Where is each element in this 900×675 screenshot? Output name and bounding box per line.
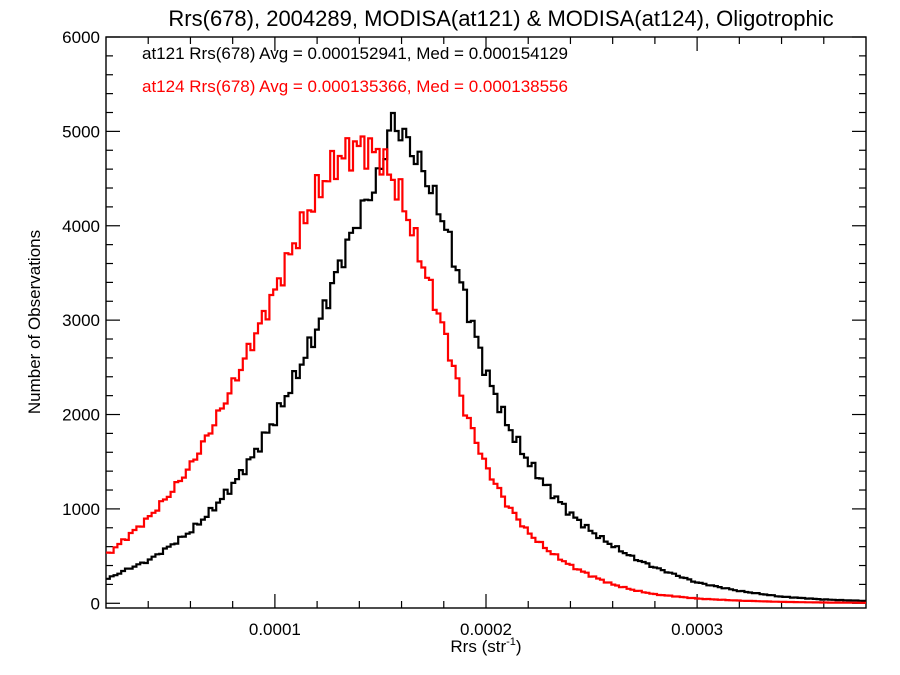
chart-title: Rrs(678), 2004289, MODISA(at121) & MODIS… bbox=[168, 6, 833, 31]
y-axis-label: Number of Observations bbox=[25, 230, 44, 414]
legend-at124-stats: at124 Rrs(678) Avg = 0.000135366, Med = … bbox=[142, 77, 568, 96]
axis-ticks: 0 1000 2000 3000 4000 5000 6000 0.0001 0.0002 0.0… bbox=[62, 28, 866, 639]
x-tick-label: 0.0001 bbox=[249, 620, 301, 639]
x-tick-label: 0.0003 bbox=[671, 620, 723, 639]
plot-frame bbox=[105, 36, 867, 609]
series-at121-line bbox=[106, 111, 866, 602]
y-tick-label: 6000 bbox=[62, 28, 100, 47]
series-at124-line bbox=[106, 135, 866, 604]
x-tick-label: 0.0002 bbox=[460, 620, 512, 639]
y-tick-label: 0 bbox=[91, 594, 100, 613]
plot-area-border bbox=[105, 36, 867, 609]
y-tick-label: 2000 bbox=[62, 406, 100, 425]
y-tick-label: 3000 bbox=[62, 311, 100, 330]
y-tick-label: 4000 bbox=[62, 217, 100, 236]
legend-at121-stats: at121 Rrs(678) Avg = 0.000152941, Med = … bbox=[142, 44, 568, 63]
x-axis-label: Rrs (str-1) bbox=[450, 636, 521, 656]
series-group bbox=[106, 111, 866, 604]
y-tick-label: 5000 bbox=[62, 122, 100, 141]
y-tick-label: 1000 bbox=[62, 500, 100, 519]
